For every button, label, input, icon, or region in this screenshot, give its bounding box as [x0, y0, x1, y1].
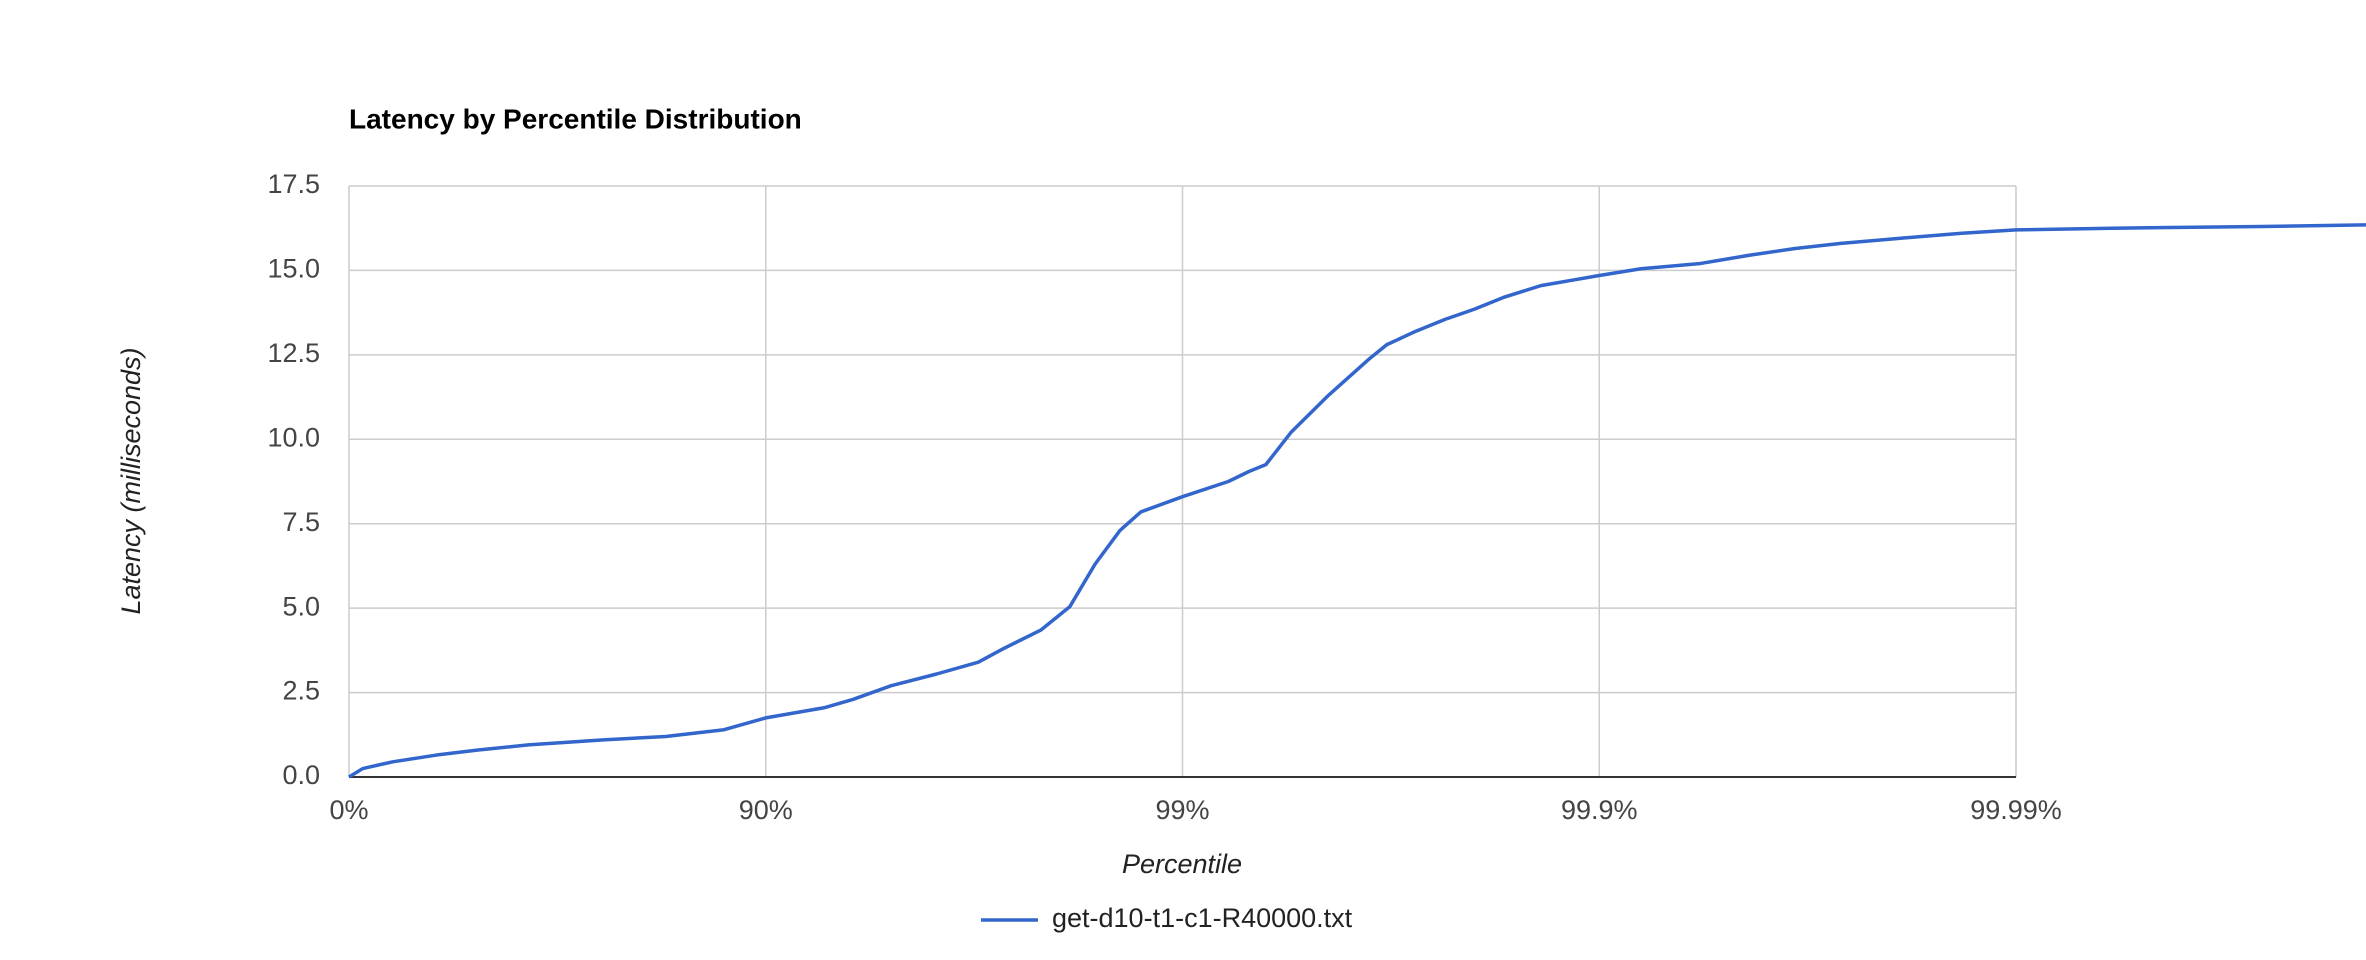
legend-label: get-d10-t1-c1-R40000.txt	[1052, 903, 1353, 933]
y-tick-label: 12.5	[267, 338, 320, 368]
x-tick-label: 99.99%	[1970, 795, 2062, 825]
x-tick-label: 90%	[739, 795, 793, 825]
chart-title: Latency by Percentile Distribution	[349, 103, 802, 134]
x-tick-label: 0%	[329, 795, 368, 825]
x-tick-label: 99%	[1155, 795, 1209, 825]
y-tick-label: 2.5	[282, 676, 320, 706]
y-tick-label: 5.0	[282, 591, 320, 621]
y-tick-label: 10.0	[267, 422, 320, 452]
y-tick-label: 7.5	[282, 507, 320, 537]
x-tick-label: 99.9%	[1561, 795, 1638, 825]
y-tick-label: 17.5	[267, 169, 320, 199]
y-tick-label: 0.0	[282, 760, 320, 790]
y-tick-label: 15.0	[267, 254, 320, 284]
data-line	[348, 223, 2366, 779]
x-axis-title: Percentile	[1122, 849, 1242, 879]
y-axis-title: Latency (milliseconds)	[116, 347, 146, 614]
